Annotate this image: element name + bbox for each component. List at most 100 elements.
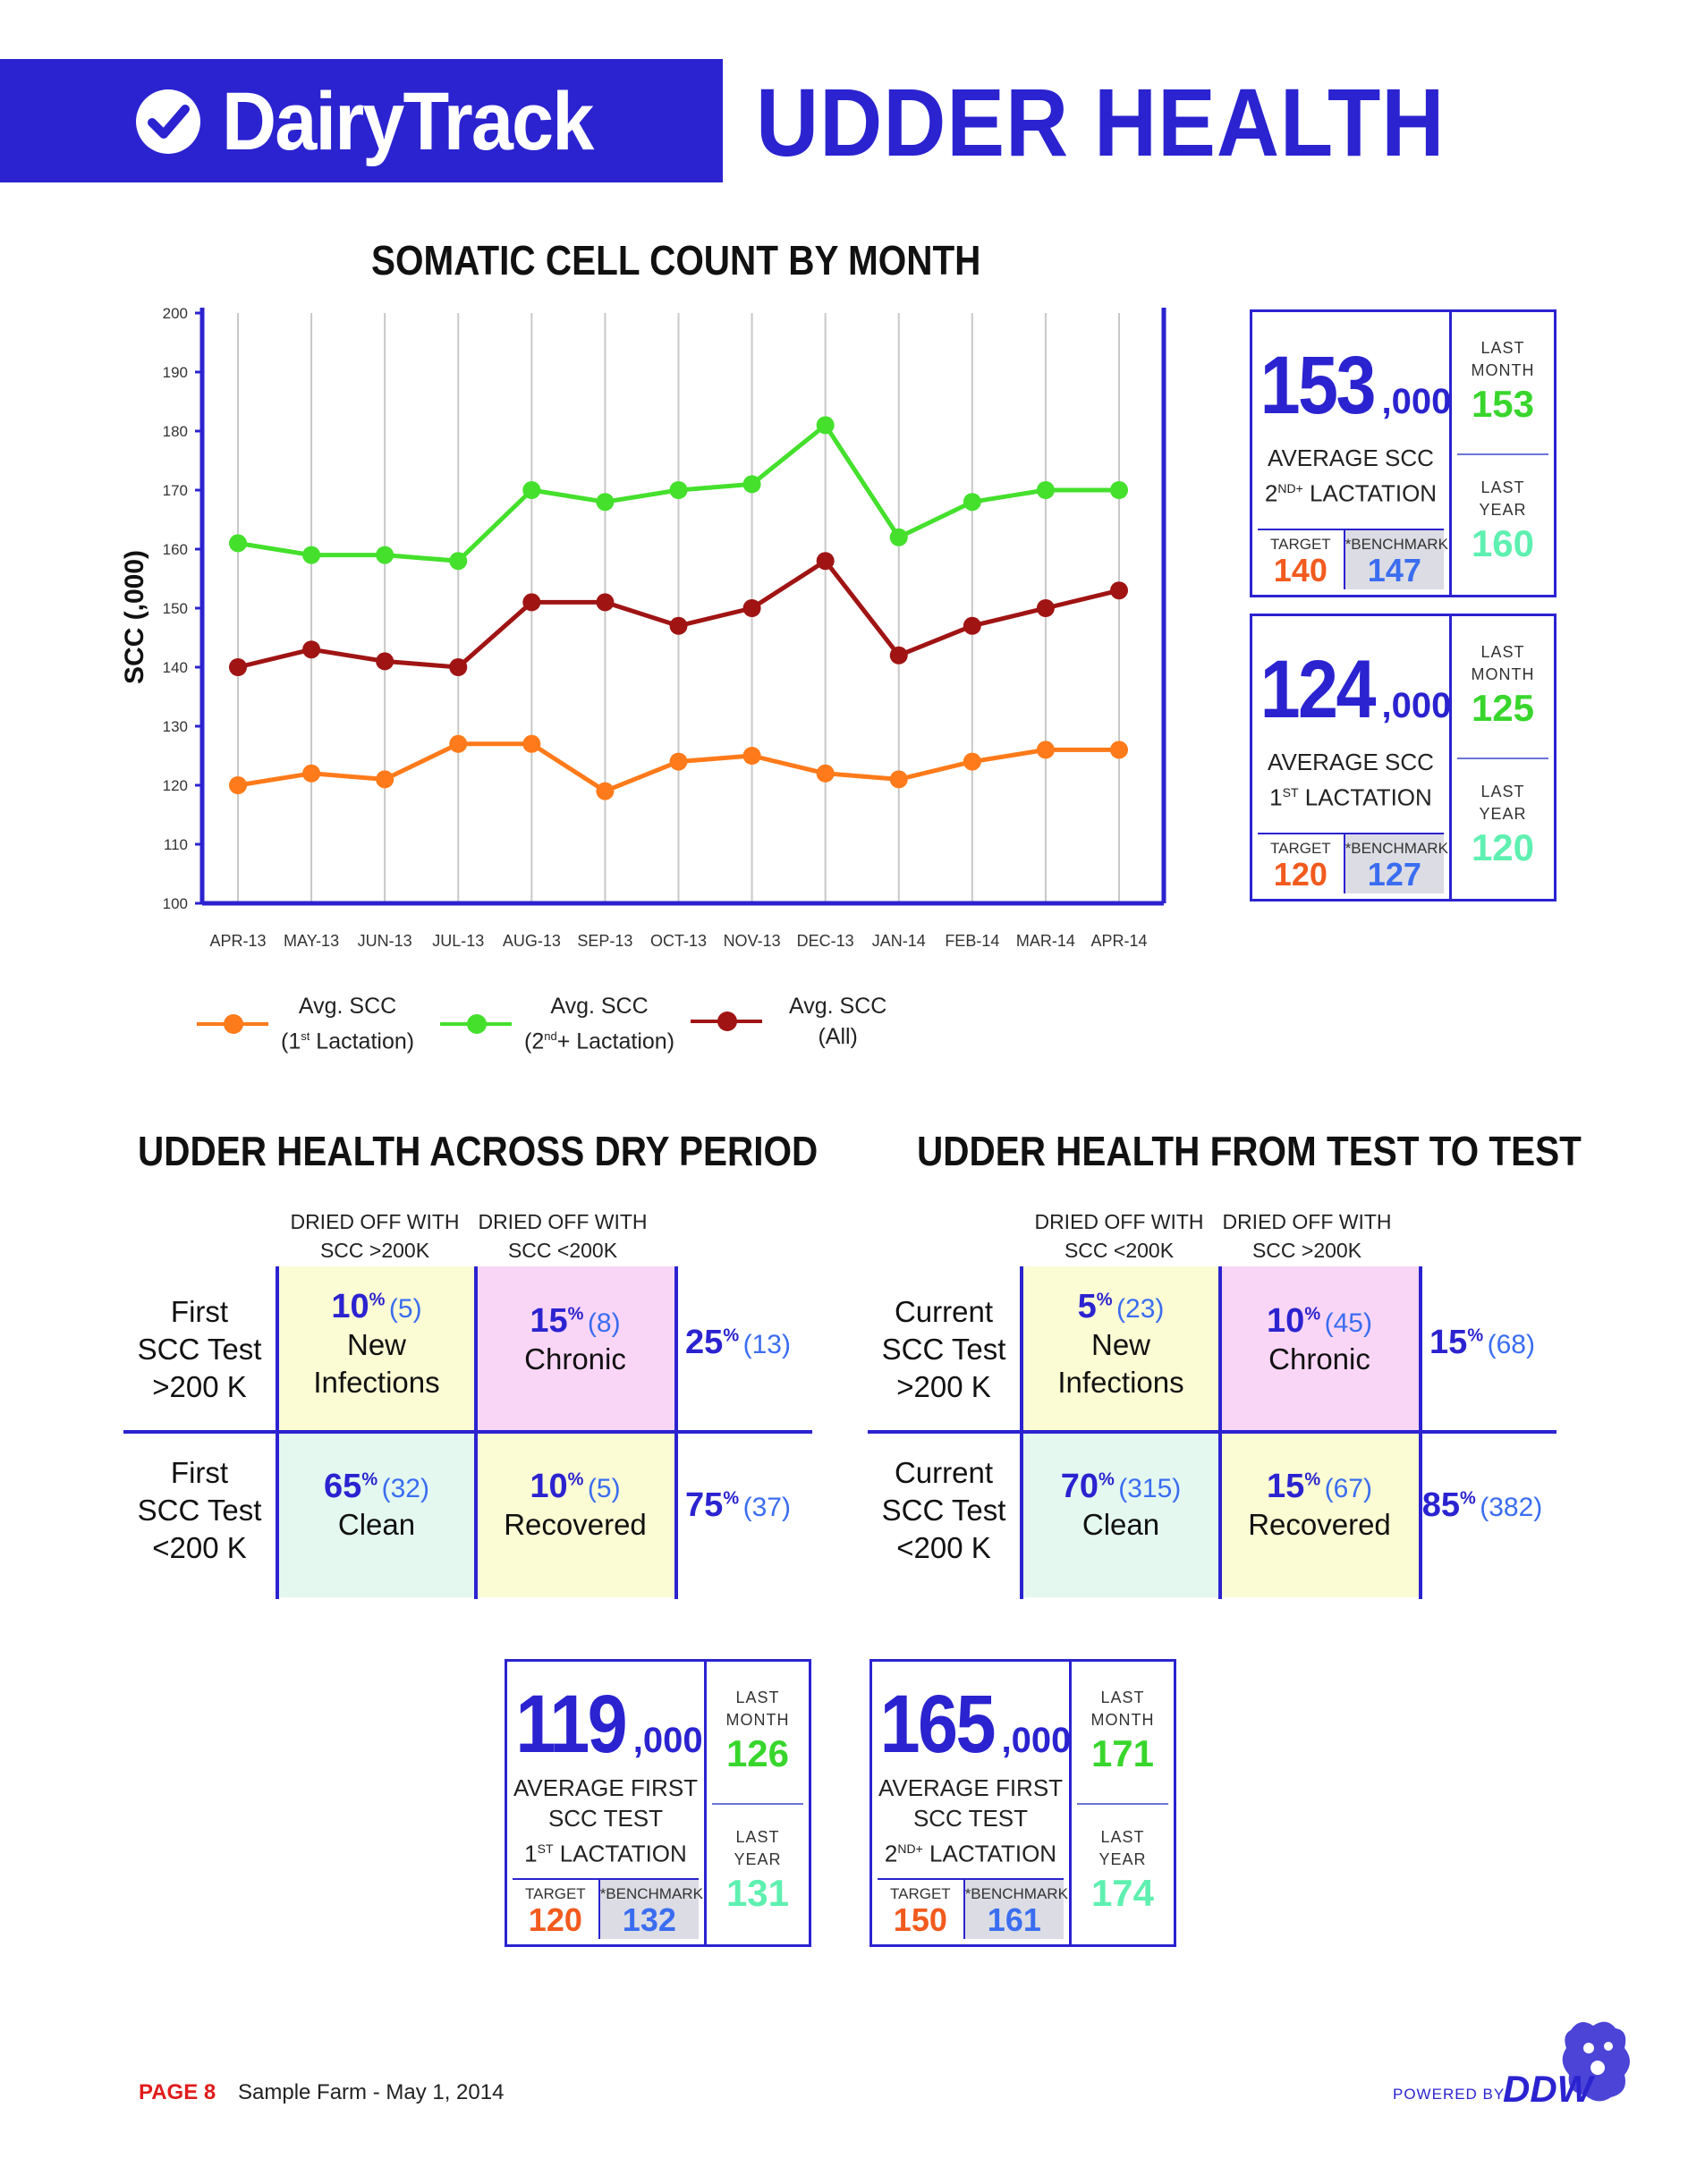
last-year: LAST YEAR 174	[1090, 1828, 1155, 1914]
big-number: 153,000	[1260, 340, 1452, 431]
y-axis-label: SCC (,000)	[120, 550, 149, 684]
y-tick-label: 130	[163, 718, 188, 735]
stat-box-1st-lactation: 124,000 AVERAGE SCC 1ST LACTATION TARGET…	[1250, 614, 1557, 902]
check-logo-icon	[136, 89, 200, 154]
target-benchmark-row: TARGET 120 *BENCHMARK 127	[1258, 833, 1448, 893]
stat-label: AVERAGE SCC 1ST LACTATION	[1268, 749, 1434, 811]
data-point	[889, 646, 908, 665]
cow-logo-icon	[1562, 2021, 1630, 2102]
matrix-divider	[474, 1266, 478, 1599]
last-month: LAST MONTH 125	[1471, 643, 1535, 729]
y-tick-label: 180	[163, 423, 188, 440]
last-month: LAST MONTH 126	[725, 1689, 790, 1774]
legend-item-all: Avg. SCC (All)	[691, 991, 886, 1052]
stat-label: AVERAGE FIRST SCC TEST 2ND+ LACTATION	[878, 1774, 1064, 1867]
legend-label: Avg. SCC (2nd+ Lactation)	[524, 994, 675, 1054]
matrix-divider	[1020, 1266, 1023, 1599]
benchmark: *BENCHMARK 127	[1343, 834, 1448, 893]
y-tick-label: 190	[163, 364, 188, 381]
legend-label: Avg. SCC (1st Lactation)	[281, 994, 415, 1054]
scc-line-chart: 100 110 120 130 140 150 160 170 180 190 200 APR-13 M…	[120, 305, 1166, 950]
dry-period-matrix: DRIED OFF WITH SCC >200K DRIED OFF WITH SC…	[123, 1207, 812, 1599]
page-number: PAGE 8	[139, 2080, 216, 2104]
big-number: 119,000	[515, 1679, 703, 1770]
target-benchmark-row: TARGET 120 *BENCHMARK 132	[513, 1878, 703, 1939]
stat-side: LAST MONTH 125 LAST YEAR 120	[1452, 616, 1554, 899]
data-point	[376, 770, 394, 789]
farm-date: Sample Farm - May 1, 2014	[238, 2080, 505, 2104]
data-point	[522, 734, 541, 753]
row-label: Current SCC Test <200 K	[881, 1456, 1006, 1564]
matrix-divider	[123, 1430, 812, 1434]
data-point	[816, 552, 835, 571]
test-to-test-title: UDDER HEALTH FROM TEST TO TEST	[917, 1128, 1582, 1174]
benchmark: *BENCHMARK 161	[963, 1880, 1068, 1939]
cell-chronic: 10% (45) Chronic	[1220, 1266, 1419, 1432]
matrix-divider	[276, 1266, 279, 1599]
stat-box-2nd-lactation: 153,000 AVERAGE SCC 2ND+ LACTATION TARGE…	[1250, 309, 1557, 597]
cell-clean: 65% (32) Clean	[277, 1432, 476, 1597]
cell-recovered: 10% (5) Recovered	[476, 1432, 674, 1597]
last-year: LAST YEAR 120	[1471, 783, 1535, 868]
last-year: LAST YEAR 131	[725, 1828, 790, 1914]
row-total: 85% (382)	[1421, 1486, 1543, 1524]
target: TARGET 140	[1269, 536, 1331, 588]
header-band	[0, 59, 723, 182]
column-header: DRIED OFF WITH SCC >200K	[290, 1210, 460, 1262]
stat-label: AVERAGE FIRST SCC TEST 1ST LACTATION	[513, 1774, 699, 1867]
x-tick-label: DEC-13	[797, 932, 854, 950]
data-point	[889, 528, 908, 546]
target: TARGET 120	[1269, 840, 1331, 893]
data-point	[742, 747, 761, 765]
data-point	[302, 640, 321, 659]
last-month: LAST MONTH 171	[1090, 1689, 1155, 1774]
chart-title: SOMATIC CELL COUNT BY MONTH	[371, 237, 981, 284]
data-point	[963, 493, 981, 512]
last-year: LAST YEAR 160	[1471, 478, 1535, 564]
column-header: DRIED OFF WITH SCC <200K	[1034, 1210, 1204, 1262]
matrix-divider	[1218, 1266, 1222, 1599]
row-total: 75% (37)	[685, 1486, 791, 1524]
x-tick-label: SEP-13	[577, 932, 632, 950]
last-month: LAST MONTH 153	[1471, 339, 1535, 425]
data-point	[742, 475, 761, 494]
divider	[712, 1803, 803, 1805]
y-tick-label: 200	[163, 305, 188, 322]
data-point	[376, 652, 394, 671]
stat-box-first-test-2nd: 165,000 AVERAGE FIRST SCC TEST 2ND+ LACT…	[869, 1659, 1176, 1947]
data-point	[1036, 481, 1055, 499]
legend-swatch	[197, 1013, 268, 1034]
data-point	[449, 734, 468, 753]
stat-main: 119,000 AVERAGE FIRST SCC TEST 1ST LACTA…	[507, 1662, 707, 1944]
row-label: First SCC Test <200 K	[137, 1456, 262, 1564]
data-point	[1110, 741, 1128, 759]
data-point	[889, 770, 908, 789]
target: TARGET 150	[889, 1885, 951, 1938]
data-point	[816, 416, 835, 435]
data-point	[1036, 599, 1055, 617]
logo-text: DairyTrack	[222, 76, 594, 167]
x-tick-label: OCT-13	[650, 932, 707, 950]
row-total: 15% (68)	[1429, 1324, 1535, 1361]
x-tick-label: APR-13	[209, 932, 266, 950]
chart-legend: Avg. SCC (1st Lactation) Avg. SCC (2nd+ …	[197, 991, 930, 1062]
row-total: 25% (13)	[685, 1324, 791, 1361]
target: TARGET 120	[524, 1885, 586, 1938]
target-benchmark-row: TARGET 150 *BENCHMARK 161	[878, 1878, 1068, 1939]
data-point	[669, 752, 688, 771]
data-point	[596, 782, 615, 800]
data-point	[229, 658, 247, 676]
y-tick-label: 140	[163, 659, 188, 676]
big-number: 124,000	[1260, 644, 1452, 735]
data-point	[302, 546, 321, 564]
stat-side: LAST MONTH 153 LAST YEAR 160	[1452, 312, 1554, 595]
stat-main: 124,000 AVERAGE SCC 1ST LACTATION TARGET…	[1252, 616, 1452, 899]
divider	[1077, 1803, 1168, 1805]
matrix-divider	[1419, 1266, 1422, 1599]
benchmark: *BENCHMARK 147	[1343, 530, 1448, 589]
row-label: First SCC Test >200 K	[137, 1295, 262, 1403]
stat-side: LAST MONTH 171 LAST YEAR 174	[1072, 1662, 1174, 1944]
divider	[1457, 453, 1548, 455]
stat-main: 165,000 AVERAGE FIRST SCC TEST 2ND+ LACT…	[872, 1662, 1072, 1944]
stat-main: 153,000 AVERAGE SCC 2ND+ LACTATION TARGE…	[1252, 312, 1452, 595]
